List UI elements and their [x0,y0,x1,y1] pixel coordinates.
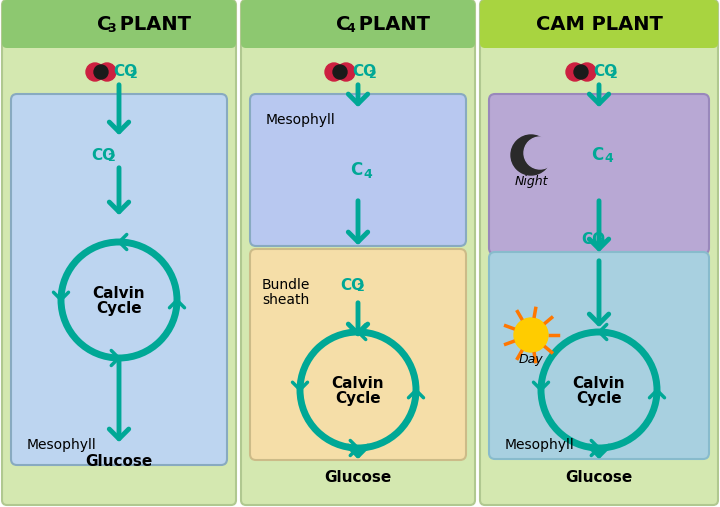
Text: Mesophyll: Mesophyll [266,113,336,127]
FancyBboxPatch shape [489,94,709,254]
Text: C: C [350,161,362,179]
Text: 4: 4 [363,167,372,180]
Text: 2: 2 [368,70,376,80]
FancyBboxPatch shape [480,0,718,48]
Circle shape [94,65,108,79]
Text: 2: 2 [597,238,605,248]
Text: CO: CO [593,64,617,80]
Text: 2: 2 [356,283,364,293]
Text: sheath: sheath [262,293,310,307]
FancyBboxPatch shape [480,0,718,505]
Text: 4: 4 [604,153,613,165]
Text: Calvin: Calvin [572,376,625,390]
Text: CO: CO [340,277,364,293]
Text: CAM PLANT: CAM PLANT [536,15,662,33]
Circle shape [524,137,556,169]
Text: Glucose: Glucose [565,470,633,486]
Text: Cycle: Cycle [96,302,142,316]
FancyBboxPatch shape [11,94,227,465]
Text: C: C [590,146,603,164]
Circle shape [86,63,104,81]
FancyBboxPatch shape [2,0,236,48]
Text: 2: 2 [609,70,617,80]
Text: Mesophyll: Mesophyll [505,438,575,452]
Text: 2: 2 [107,153,114,163]
Circle shape [511,135,551,175]
FancyBboxPatch shape [241,0,475,505]
Text: Cycle: Cycle [336,391,381,407]
Circle shape [325,63,343,81]
Circle shape [566,63,584,81]
Text: Day: Day [518,353,544,367]
Text: Bundle: Bundle [262,278,310,292]
Text: PLANT: PLANT [352,15,430,33]
Circle shape [333,65,347,79]
Circle shape [337,63,355,81]
FancyBboxPatch shape [250,94,466,246]
Text: Glucose: Glucose [325,470,392,486]
Text: Glucose: Glucose [86,454,153,469]
Text: 2: 2 [129,70,137,80]
FancyBboxPatch shape [241,0,475,48]
Text: C: C [97,15,112,33]
Text: CO: CO [113,64,137,80]
Text: C: C [336,15,351,33]
Text: CO: CO [581,233,605,247]
Circle shape [574,65,588,79]
Circle shape [514,318,548,352]
FancyBboxPatch shape [250,249,466,460]
Text: Calvin: Calvin [332,376,384,390]
Text: Calvin: Calvin [93,285,145,301]
Circle shape [98,63,116,81]
Text: Night: Night [514,175,548,189]
Text: CO: CO [352,64,376,80]
FancyBboxPatch shape [2,0,236,505]
Text: Cycle: Cycle [576,391,622,407]
Circle shape [578,63,596,81]
FancyBboxPatch shape [489,252,709,459]
Text: Mesophyll: Mesophyll [27,438,96,452]
Text: PLANT: PLANT [113,15,191,33]
Text: CO: CO [91,148,115,163]
Text: 3: 3 [107,21,116,34]
Text: 4: 4 [346,21,355,34]
